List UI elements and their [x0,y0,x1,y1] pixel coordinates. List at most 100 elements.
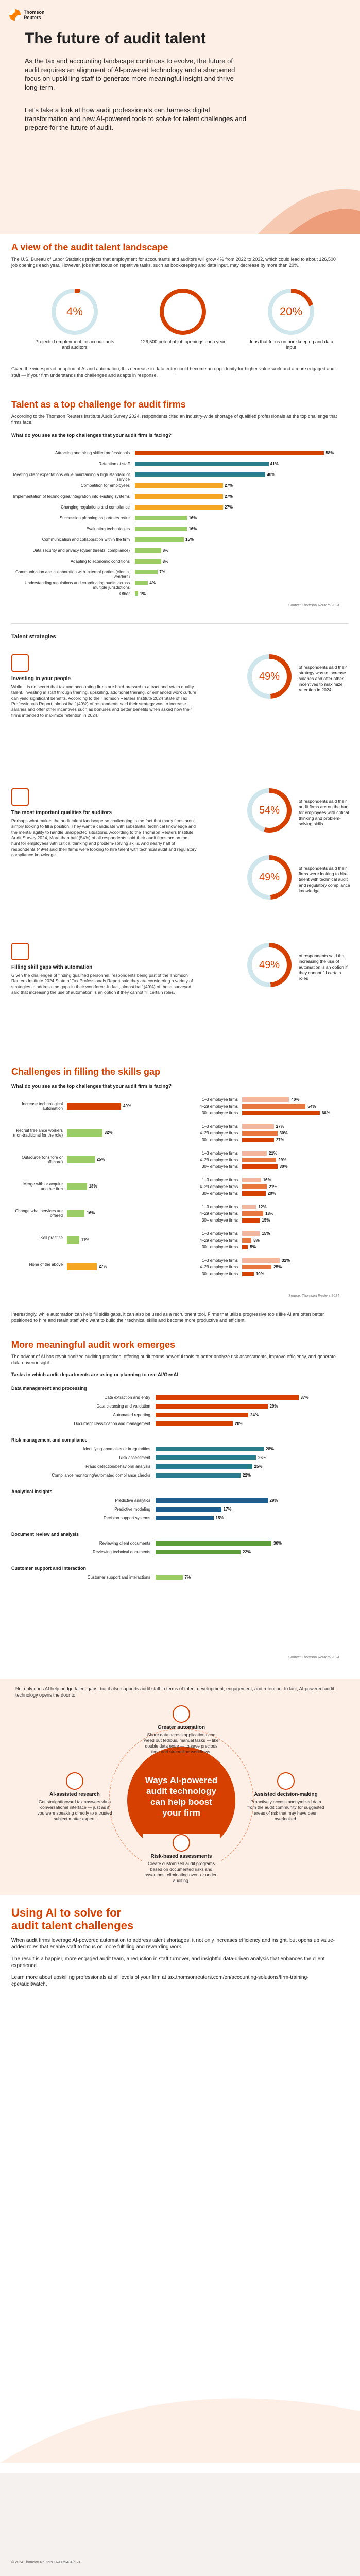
stat-ring: 4% [52,289,98,335]
bar-label: Attracting and hiring skilled profession… [55,451,130,455]
hero-decoration-icon [258,189,360,234]
stat-ring: 126,500 [160,289,206,335]
strategy-ring: 49% [247,654,292,699]
bar-value: 58% [325,451,334,455]
stat-value: 126,500 [160,289,206,335]
bar-label: Reviewing client documents [99,1541,150,1546]
bar [135,451,324,455]
bar [242,1131,278,1136]
lightbulb-icon [277,1772,295,1790]
stat-value: 4% [66,305,83,318]
bar [67,1263,97,1270]
bar [242,1245,248,1249]
skills-gap-outro: Interestingly, while automation can help… [11,1312,324,1323]
bar-value: 16% [263,1178,271,1182]
bar-value: 18% [265,1211,274,1216]
closing-link[interactable]: Learn more about upskilling professional… [11,1975,309,1987]
strategy-text: While it is no secret that tax and accou… [11,684,196,718]
bar-label: Data cleansing and validation [96,1404,150,1409]
bar [156,1575,183,1580]
hub-node-title: Greater automation [157,1725,205,1731]
group-title: Analytical insights [11,1489,53,1494]
skills-gap-question: What do you see as the top challenges th… [11,1083,172,1089]
bar [135,472,266,477]
bar-label: Implementation of technologies/integrati… [13,494,130,499]
bar-value: 29% [278,1158,287,1162]
stat-card: 4% Projected employment for accountants a… [31,289,118,350]
bar [242,1104,306,1109]
strategy-title: Filling skill gaps with automation [11,964,93,970]
bar-label: Predictive modeling [114,1507,150,1512]
bar-value: 21% [269,1184,278,1189]
hub-center-text: Ways AI-powered audit technology can hel… [145,1775,218,1818]
bar-value: 28% [266,1447,275,1451]
bar-label: Merge with or acquire another firm [23,1182,63,1191]
bar-label: Other [119,591,130,596]
bar-value: 4% [149,581,156,585]
bar-value: 54% [307,1104,316,1109]
bar-label: Retention of staff [98,462,130,466]
closing-paragraph-2: The result is a happier, more engaged au… [11,1956,325,1969]
hero-paragraph-2: Let's take a look at how audit professio… [25,106,246,131]
bar-label: 4–29 employee firms [199,1131,238,1136]
bar-label: Sell practice [40,1235,63,1240]
stat-label: Jobs that focus on bookkeeping and data … [248,339,334,350]
bar [242,1184,267,1189]
bar-label: Change what services are offered [15,1209,63,1218]
closing-paragraph-1: When audit firms leverage AI-powered aut… [11,1938,335,1950]
brand-name: Thomson Reuters [24,10,55,20]
group-title: Customer support and interaction [11,1566,87,1571]
bar-value: 5% [250,1245,256,1249]
bar [135,570,158,574]
bar-value: 15% [215,1516,224,1520]
brand-name-line1: Thomson [24,10,45,15]
bar-value: 16% [87,1211,95,1215]
brand-logo: Thomson Reuters [9,9,55,21]
hub-node-automation: Greater automation Share data across app… [143,1705,220,1755]
bar-label: Risk assessment [119,1455,150,1460]
bar-value: 8% [162,559,169,564]
closing-decoration-icon [0,2398,360,2463]
bar-value: 16% [188,527,197,531]
hub-node-text: Share data across applications and weed … [144,1732,219,1754]
bar-value: 27% [225,483,233,488]
strategy-icon [11,943,29,960]
bar-value: 7% [159,570,165,574]
closing-title-line1: Using AI to solve for [11,1906,122,1919]
meaningful-title: More meaningful audit work emerges [11,1340,176,1350]
bar-label: Customer support and interactions [87,1575,150,1580]
bar [135,527,187,531]
strategy-icon [11,788,29,806]
bar-value: 32% [104,1130,113,1135]
meaningful-chart: Data management and processing Data extra… [11,1386,349,1654]
bar-value: 27% [276,1124,284,1129]
brand-name-line2: Reuters [24,15,41,20]
bar [242,1164,278,1169]
bar [242,1097,289,1102]
bar [242,1218,260,1223]
bar-label: 30+ employee firms [201,1191,238,1196]
bar [156,1498,268,1503]
bar-label: Competition for employees [80,483,130,488]
bar-value: 15% [185,537,194,542]
landscape-intro: The U.S. Bureau of Labor Statistics proj… [11,257,336,268]
bar-value: 32% [282,1258,290,1263]
footer: © 2024 Thomson Reuters TR4179431/5-24 [0,2473,360,2576]
bar [156,1464,252,1469]
hub-node-text: Get straightforward tax answers via a co… [37,1799,112,1821]
gear-icon [173,1705,190,1723]
bar-value: 21% [269,1151,278,1156]
page-title: The future of audit talent [25,30,206,47]
bar-label: Changing regulations and compliance [61,505,130,510]
bar [156,1421,233,1426]
strategy-ring-caption: of respondents said their audit firms ar… [299,799,350,826]
bar-value: 29% [269,1498,278,1503]
bar-value: 41% [270,462,279,466]
strategy-ring-value: 49% [259,671,280,682]
talent-intro: According to the Thomson Reuters Institu… [11,414,337,425]
thomson-reuters-logo-icon [9,9,21,21]
stat-ring: 20% [268,289,314,335]
strategy-ring-caption: of respondents said their strategy was t… [299,665,347,692]
bar [135,483,223,488]
bar-label: 30+ employee firms [201,1272,238,1276]
